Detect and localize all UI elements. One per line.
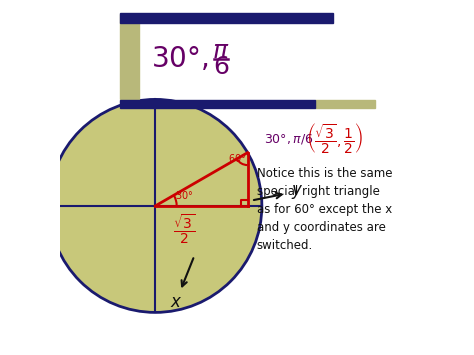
Text: $\dfrac{\sqrt{3}}{2}$: $\dfrac{\sqrt{3}}{2}$ [173, 212, 195, 246]
Bar [315, 100, 375, 108]
Text: $30°$: $30°$ [175, 189, 193, 201]
Text: $\pi$: $\pi$ [212, 39, 230, 64]
Text: $y$: $y$ [291, 183, 303, 201]
Text: $6$: $6$ [213, 55, 229, 80]
Bar [120, 13, 333, 23]
Text: $60°$: $60°$ [228, 152, 246, 164]
Text: $30°,\pi/6$: $30°,\pi/6$ [264, 131, 313, 146]
Bar [120, 14, 139, 99]
Text: Notice this is the same
special right triangle
as for 60° except the x
and y coo: Notice this is the same special right tr… [256, 167, 392, 252]
Circle shape [49, 99, 262, 312]
Text: $30°,\,$: $30°,\,$ [151, 45, 209, 72]
Text: $x$: $x$ [171, 293, 183, 311]
Bar [120, 100, 315, 108]
Text: $\left(\dfrac{\sqrt{3}}{2},\dfrac{1}{2}\right)$: $\left(\dfrac{\sqrt{3}}{2},\dfrac{1}{2}\… [306, 121, 363, 155]
